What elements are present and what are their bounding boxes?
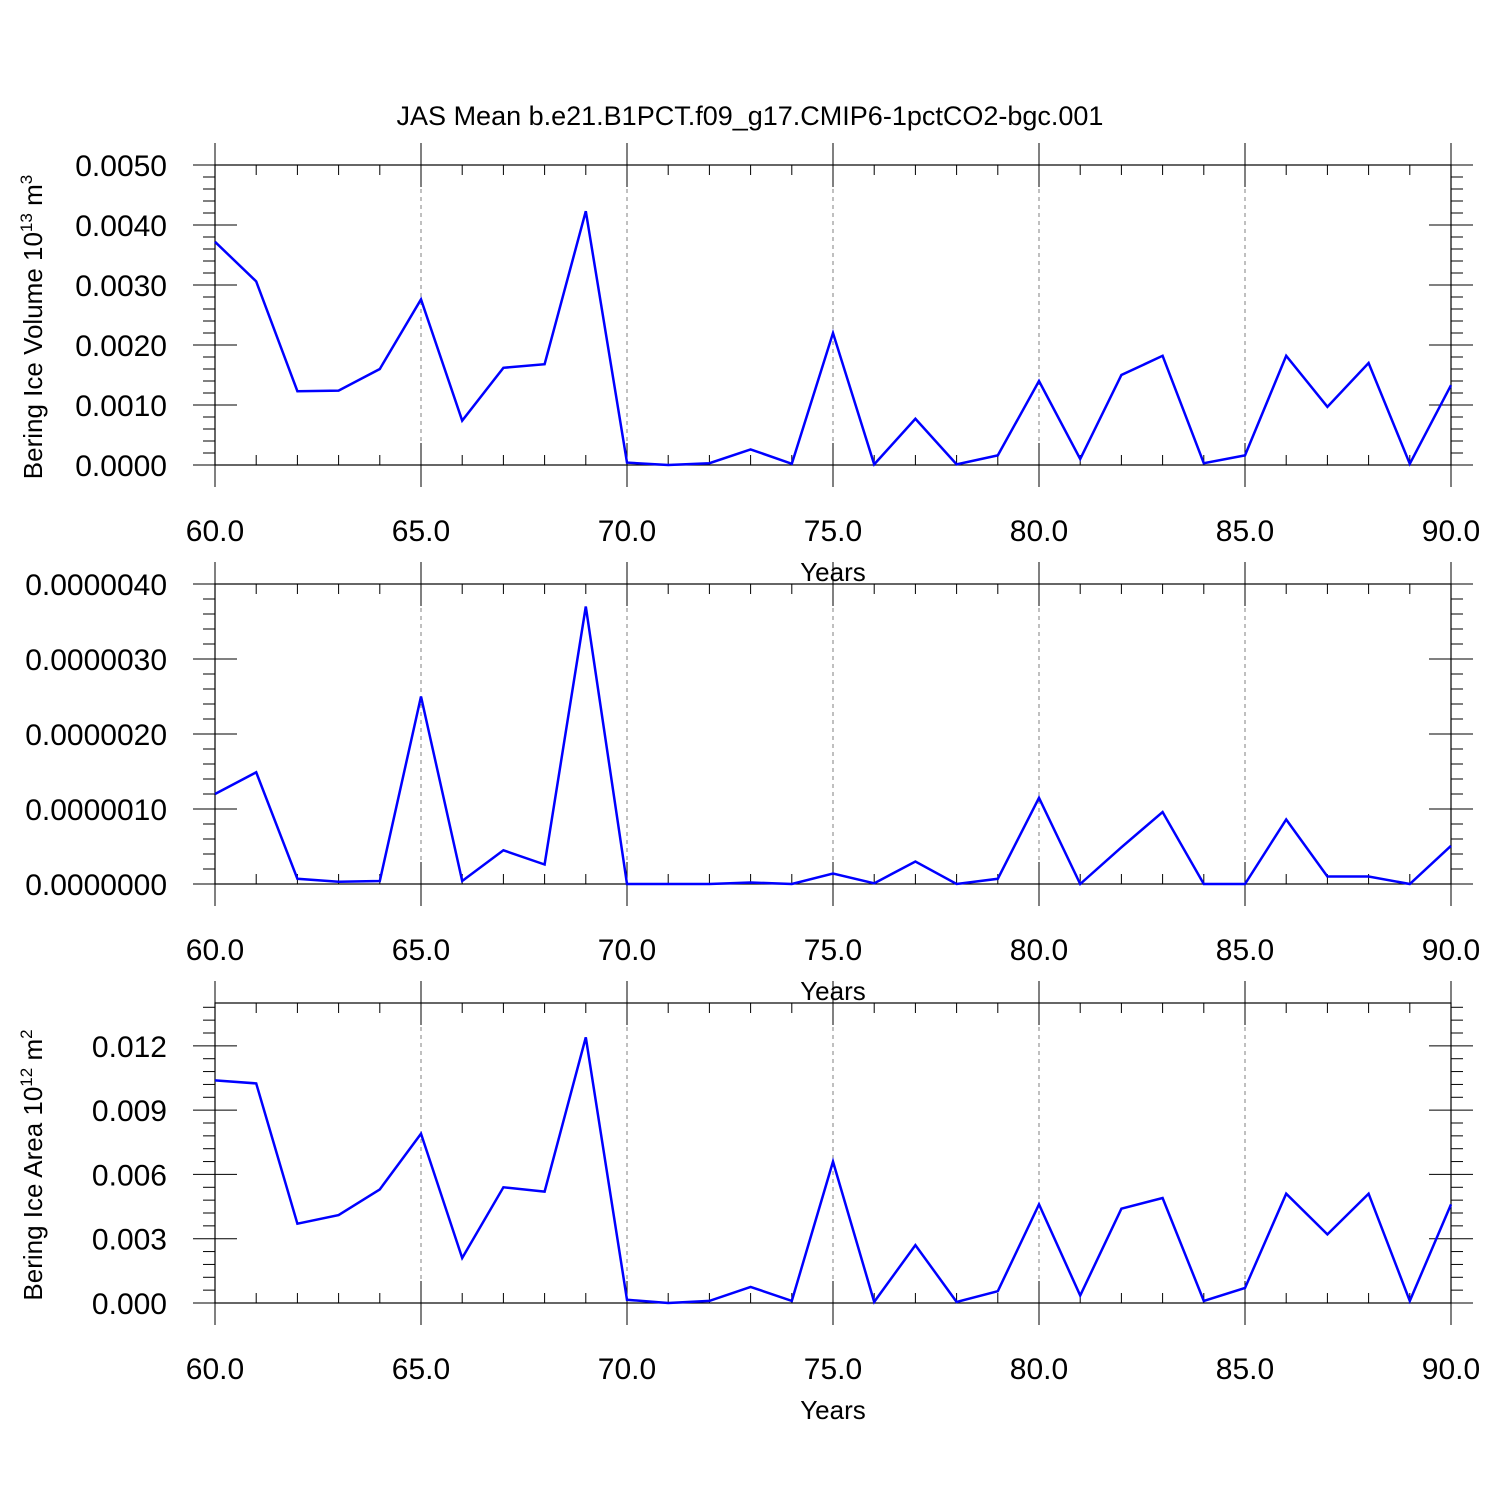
plot-frame [214,583,1452,885]
y-tick-label: 0.009 [92,1095,167,1128]
y-tick-label: 0.0000 [75,450,167,483]
x-tick-label: 65.0 [392,1353,450,1386]
x-tick-label: 75.0 [804,934,862,967]
x-tick-label: 75.0 [804,1353,862,1386]
x-tick-label: 90.0 [1422,515,1480,548]
plot-frame [214,1002,1452,1304]
y-tick-label: 0.0000010 [25,794,167,827]
x-tick-label: 65.0 [392,515,450,548]
x-tick-label: 65.0 [392,934,450,967]
x-tick-label: 60.0 [186,1353,244,1386]
x-tick-label: 85.0 [1216,1353,1274,1386]
x-axis-title: Years [800,1395,866,1425]
x-tick-label: 85.0 [1216,515,1274,548]
series-line [214,210,1453,467]
y-tick-label: 0.0050 [75,150,167,183]
y-tick-label: 0.0000000 [25,869,167,902]
x-tick-label: 90.0 [1422,1353,1480,1386]
y-axis-title: Bering Ice Area 1012 m2 [17,1029,48,1300]
y-tick-label: 0.0000040 [25,569,167,602]
x-tick-label: 80.0 [1010,934,1068,967]
y-tick-label: 0.006 [92,1159,167,1192]
y-tick-label: 0.0040 [75,210,167,243]
x-tick-label: 75.0 [804,515,862,548]
panel-1: 60.0 65.0 70.0 75.0 80.0 85.0 90.0 0.0000 0.0010… [17,143,1480,587]
x-tick-label: 80.0 [1010,1353,1068,1386]
panel-2: 60.0 65.0 70.0 75.0 80.0 85.0 90.0 0.0000000 0.0… [25,562,1480,1006]
y-axis-title: Bering Ice Volume 1013 m3 [17,175,48,479]
panel-3: 60.0 65.0 70.0 75.0 80.0 85.0 90.0 0.000 0.003 0.… [17,981,1480,1425]
x-tick-label: 70.0 [598,934,656,967]
series-line [214,606,1452,887]
series-line [214,1036,1453,1305]
y-tick-label: 0.0020 [75,330,167,363]
y-tick-label: 0.0000030 [25,644,167,677]
x-tick-label: 70.0 [598,1353,656,1386]
y-tick-label: 0.0010 [75,390,167,423]
x-tick-label: 70.0 [598,515,656,548]
y-tick-label: 0.0000020 [25,719,167,752]
plot-frame [214,164,1452,466]
y-tick-label: 0.000 [92,1288,167,1321]
y-tick-label: 0.012 [92,1031,167,1064]
y-tick-label: 0.003 [92,1224,167,1257]
x-tick-label: 60.0 [186,934,244,967]
y-tick-label: 0.0030 [75,270,167,303]
panels: 60.0 65.0 70.0 75.0 80.0 85.0 90.0 0.0000 0.0010… [17,143,1480,1425]
figure-title: JAS Mean b.e21.B1PCT.f09_g17.CMIP6-1pctC… [397,101,1104,131]
x-tick-label: 60.0 [186,515,244,548]
x-tick-label: 90.0 [1422,934,1480,967]
x-tick-label: 85.0 [1216,934,1274,967]
x-tick-label: 80.0 [1010,515,1068,548]
